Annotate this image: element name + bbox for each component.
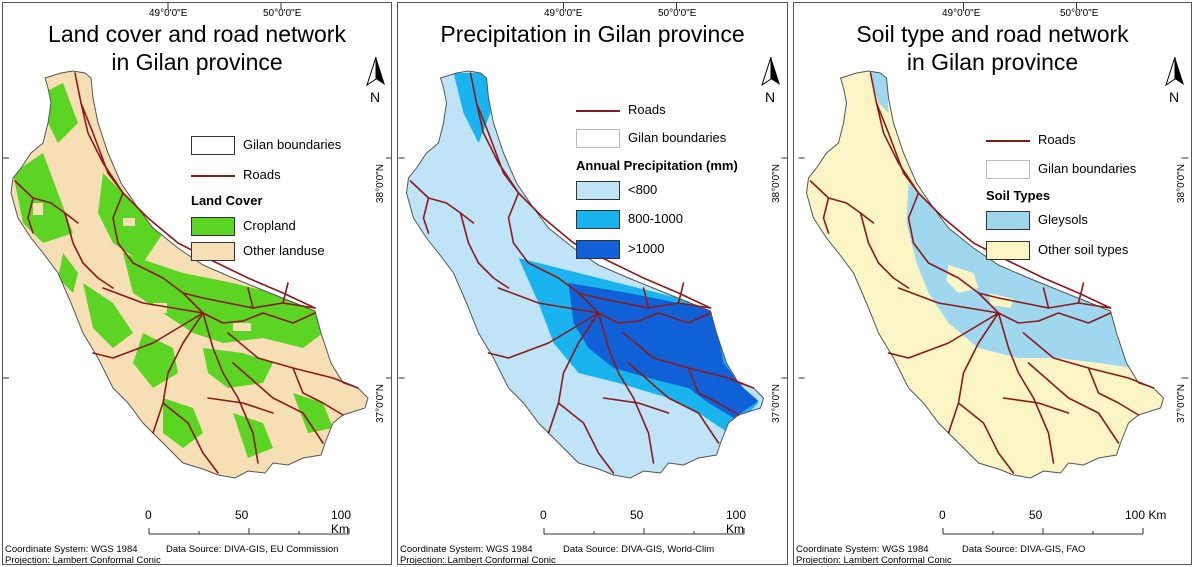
scale-bar-line: [942, 528, 1144, 535]
soil-type-map-panel: 49°0'0"E 50°0'0"E 38°0'0"N 37°0'0"N Soil…: [793, 2, 1192, 565]
legend-label: Roads: [243, 167, 281, 182]
land-cover-map-panel: 49°0'0"E 50°0'0"E 38°0'0"N 37°0'0"N Land…: [2, 2, 392, 565]
legend-swatch: [191, 242, 235, 261]
legend-label: Gilan boundaries: [1038, 161, 1137, 176]
latitude-label-37: 37°0'0"N: [771, 384, 782, 423]
legend-boundary-swatch: [576, 129, 620, 148]
scale-bar: 0 50 100 Km: [143, 508, 363, 538]
legend-label: Other soil types: [1038, 242, 1129, 257]
scale-tick-50: 50: [235, 508, 249, 522]
legend-swatch: [986, 211, 1030, 230]
legend-heading: Land Cover: [191, 193, 263, 208]
projection-note: Projection: Lambert Conformal Conic: [400, 555, 556, 565]
north-arrow: N: [1162, 55, 1188, 110]
scale-tick-100: 100 Km: [726, 508, 747, 536]
legend-swatch: [576, 210, 620, 229]
latitude-label-37: 37°0'0"N: [375, 384, 386, 423]
map-title-line-1: Soil type and road network: [856, 21, 1129, 47]
legend-label: 800-1000: [628, 211, 683, 226]
scale-bar-line: [148, 528, 350, 535]
legend-road-line: [986, 140, 1030, 142]
legend-label: Roads: [1038, 132, 1076, 147]
north-arrow-icon: [366, 56, 385, 87]
longitude-label-49: 49°0'0"E: [942, 8, 981, 19]
scale-tick-50: 50: [630, 508, 644, 522]
legend-boundary-swatch: [191, 136, 235, 155]
map-title: Soil type and road network in Gilan prov…: [794, 20, 1191, 76]
scale-tick-50: 50: [1029, 508, 1043, 522]
scale-tick-0: 0: [939, 508, 946, 522]
legend-swatch: [191, 217, 235, 236]
scale-tick-0: 0: [540, 508, 547, 522]
latitude-label-37: 37°0'0"N: [1176, 384, 1187, 423]
longitude-label-50: 50°0'0"E: [1060, 8, 1099, 19]
map-title: Land cover and road network in Gilan pro…: [3, 20, 391, 76]
scale-bar: 0 50 100 Km: [538, 508, 758, 538]
scale-tick-100: 100 Km: [331, 508, 352, 536]
data-source-note: Data Source: DIVA-GIS, FAO: [962, 544, 1086, 555]
data-source-note: Data Source: DIVA-GIS, World-Clim: [563, 544, 715, 555]
legend-swatch: [576, 240, 620, 259]
map-legend: Gilan boundaries Roads Land Cover Cropla…: [191, 136, 381, 276]
gilan-province-area: [806, 70, 1164, 479]
north-label: N: [765, 89, 776, 105]
scale-tick-0: 0: [145, 508, 152, 522]
longitude-label-50: 50°0'0"E: [263, 8, 302, 19]
legend-label: Other landuse: [243, 243, 325, 258]
map-title-line-1: Land cover and road network: [48, 21, 346, 47]
data-source-note: Data Source: DIVA-GIS, EU Commission: [166, 544, 339, 555]
legend-label: Gilan boundaries: [628, 130, 727, 145]
projection-note: Projection: Lambert Conformal Conic: [5, 555, 161, 565]
map-title-line-2: in Gilan province: [906, 49, 1079, 75]
soil-type-map: [798, 3, 1189, 479]
legend-label: >1000: [628, 241, 665, 256]
map-title-line-2: in Gilan province: [111, 49, 283, 75]
coordinate-system-note: Coordinate System: WGS 1984: [796, 544, 929, 555]
scale-bar-line: [543, 528, 745, 535]
precipitation-map-panel: 49°0'0"E 50°0'0"E 38°0'0"N 37°0'0"N Prec…: [397, 2, 788, 565]
legend-swatch: [576, 181, 620, 200]
north-label: N: [370, 89, 381, 105]
precipitation-map: [398, 3, 787, 479]
legend-label: Roads: [628, 102, 666, 117]
longitude-label-50: 50°0'0"E: [658, 8, 697, 19]
map-title: Precipitation in Gilan province: [398, 20, 787, 48]
legend-heading: Soil Types: [986, 188, 1051, 203]
legend-road-line: [576, 110, 620, 112]
north-arrow-icon: [761, 56, 780, 87]
other-landuse-patches: [33, 203, 251, 331]
land-cover-map: [3, 3, 391, 479]
longitude-label-49: 49°0'0"E: [544, 8, 583, 19]
scale-tick-100: 100 Km: [1125, 508, 1167, 522]
coordinate-system-note: Coordinate System: WGS 1984: [5, 544, 138, 555]
coordinate-system-note: Coordinate System: WGS 1984: [400, 544, 533, 555]
north-label: N: [1169, 89, 1180, 105]
legend-label: <800: [628, 182, 658, 197]
map-title-line-1: Precipitation in Gilan province: [440, 21, 745, 47]
legend-swatch: [986, 241, 1030, 260]
legend-label: Gilan boundaries: [243, 137, 342, 152]
legend-road-line: [191, 175, 235, 177]
projection-note: Projection: Lambert Conformal Conic: [796, 555, 952, 565]
north-arrow: N: [758, 55, 784, 110]
legend-label: Cropland: [243, 218, 296, 233]
longitude-label-49: 49°0'0"E: [149, 8, 188, 19]
north-arrow: N: [363, 55, 389, 110]
legend-label: Gleysols: [1038, 212, 1088, 227]
legend-heading: Annual Precipitation (mm): [576, 158, 738, 173]
legend-boundary-swatch: [986, 160, 1030, 179]
north-arrow-icon: [1165, 56, 1184, 87]
scale-bar: 0 50 100 Km: [937, 508, 1167, 538]
map-legend: Roads Gilan boundaries Soil Types Gleyso…: [986, 131, 1186, 271]
map-legend: Roads Gilan boundaries Annual Precipitat…: [576, 101, 781, 271]
